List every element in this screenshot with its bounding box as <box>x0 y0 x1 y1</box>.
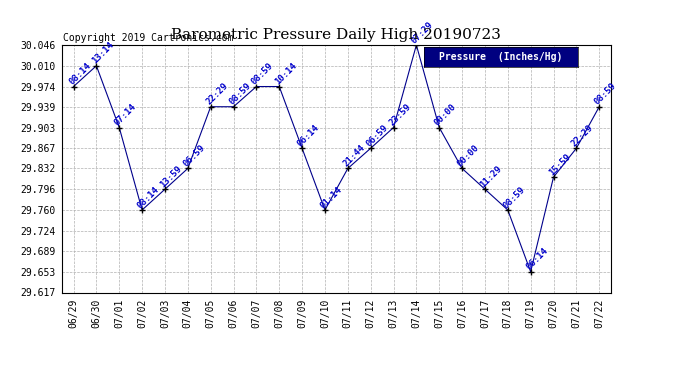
Text: 13:59: 13:59 <box>159 164 184 189</box>
Text: 08:59: 08:59 <box>593 81 618 107</box>
Text: 07:14: 07:14 <box>113 102 138 128</box>
Text: 11:29: 11:29 <box>479 164 504 189</box>
Text: 22:29: 22:29 <box>204 81 230 107</box>
Text: 15:59: 15:59 <box>547 152 573 177</box>
Text: 13:14: 13:14 <box>90 40 115 66</box>
Text: 00:00: 00:00 <box>433 102 458 128</box>
Title: Barometric Pressure Daily High 20190723: Barometric Pressure Daily High 20190723 <box>171 28 502 42</box>
Text: 10:14: 10:14 <box>273 61 298 87</box>
Text: 21:44: 21:44 <box>342 143 367 168</box>
Text: Copyright 2019 Cartronics.com: Copyright 2019 Cartronics.com <box>63 33 233 42</box>
Text: 08:14: 08:14 <box>67 61 92 87</box>
Text: 08:14: 08:14 <box>136 184 161 210</box>
Text: 06:59: 06:59 <box>181 143 207 168</box>
Text: 08:59: 08:59 <box>227 81 253 107</box>
Text: 00:00: 00:00 <box>455 143 481 168</box>
Text: 08:59: 08:59 <box>502 184 526 210</box>
Text: 07:29: 07:29 <box>410 20 435 45</box>
Text: 06:14: 06:14 <box>296 123 321 148</box>
Text: 23:59: 23:59 <box>387 102 413 128</box>
Text: 06:59: 06:59 <box>364 123 390 148</box>
Text: 22:29: 22:29 <box>570 123 595 148</box>
Text: 08:59: 08:59 <box>250 61 275 87</box>
Text: 01:14: 01:14 <box>319 184 344 210</box>
Text: 06:14: 06:14 <box>524 246 550 272</box>
